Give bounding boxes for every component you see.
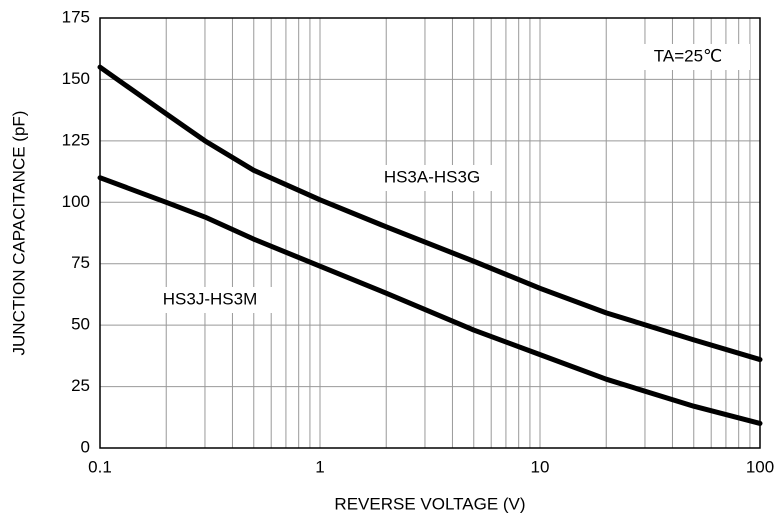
x-tick-label: 1 xyxy=(315,457,324,476)
annotation: HS3A-HS3G xyxy=(384,167,480,186)
plot-frame xyxy=(99,17,761,449)
y-tick-label: 125 xyxy=(62,130,90,149)
x-axis-label: REVERSE VOLTAGE (V) xyxy=(334,494,525,513)
y-tick-label: 100 xyxy=(62,192,90,211)
annotation: HS3J-HS3M xyxy=(163,289,257,308)
x-tick-label: 100 xyxy=(746,457,774,476)
annotation-bg xyxy=(148,287,272,313)
y-tick-label: 175 xyxy=(62,7,90,26)
y-tick-label: 75 xyxy=(71,253,90,272)
y-axis-label: JUNCTION CAPACITANCE (pF) xyxy=(9,111,28,356)
y-tick-label: 150 xyxy=(62,69,90,88)
x-tick-label: 10 xyxy=(531,457,550,476)
data-line xyxy=(97,175,763,426)
annotation: TA=25℃ xyxy=(654,46,722,65)
annotation-bg xyxy=(370,165,494,191)
y-tick-label: 50 xyxy=(71,315,90,334)
x-tick-label: 0.1 xyxy=(88,457,112,476)
y-tick-label: 0 xyxy=(81,437,90,456)
data-line xyxy=(97,64,763,363)
annotation-bg xyxy=(626,44,750,70)
y-tick-label: 25 xyxy=(71,376,90,395)
